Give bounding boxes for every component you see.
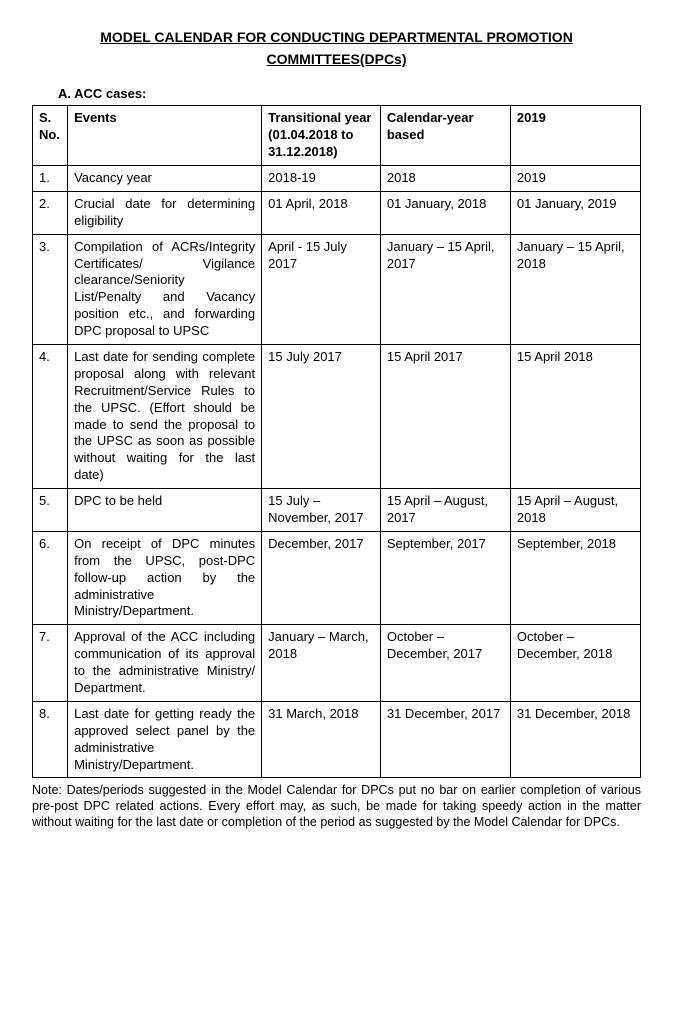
document-title-line1: MODEL CALENDAR FOR CONDUCTING DEPARTMENT…	[32, 28, 641, 46]
cell-trans: January – March, 2018	[262, 625, 381, 702]
table-row: 4. Last date for sending complete propos…	[33, 344, 641, 488]
cell-trans: 31 March, 2018	[262, 701, 381, 778]
cell-cal: 01 January, 2018	[380, 191, 510, 234]
cell-event: Approval of the ACC including communicat…	[68, 625, 262, 702]
cell-2019: 2019	[510, 165, 640, 191]
col-header-2019: 2019	[510, 106, 640, 166]
col-header-events: Events	[68, 106, 262, 166]
table-row: 1. Vacancy year 2018-19 2018 2019	[33, 165, 641, 191]
cell-trans: 15 July – November, 2017	[262, 489, 381, 532]
table-row: 6. On receipt of DPC minutes from the UP…	[33, 531, 641, 624]
cell-cal: January – 15 April, 2017	[380, 234, 510, 344]
cell-trans: 15 July 2017	[262, 344, 381, 488]
cell-sno: 8.	[33, 701, 68, 778]
cell-sno: 3.	[33, 234, 68, 344]
cell-2019: 15 April – August, 2018	[510, 489, 640, 532]
cell-cal: 31 December, 2017	[380, 701, 510, 778]
footnote: Note: Dates/periods suggested in the Mod…	[32, 782, 641, 830]
cell-sno: 5.	[33, 489, 68, 532]
cell-cal: 15 April – August, 2017	[380, 489, 510, 532]
col-header-sno: S. No.	[33, 106, 68, 166]
cell-2019: 01 January, 2019	[510, 191, 640, 234]
cell-event: Compilation of ACRs/Integrity Certificat…	[68, 234, 262, 344]
cell-event: On receipt of DPC minutes from the UPSC,…	[68, 531, 262, 624]
cell-sno: 4.	[33, 344, 68, 488]
cell-event: Vacancy year	[68, 165, 262, 191]
cell-2019: September, 2018	[510, 531, 640, 624]
cell-2019: October – December, 2018	[510, 625, 640, 702]
table-row: 7. Approval of the ACC including communi…	[33, 625, 641, 702]
cell-sno: 1.	[33, 165, 68, 191]
cell-trans: 2018-19	[262, 165, 381, 191]
cell-2019: 15 April 2018	[510, 344, 640, 488]
table-row: 3. Compilation of ACRs/Integrity Certifi…	[33, 234, 641, 344]
table-header-row: S. No. Events Transitional year (01.04.2…	[33, 106, 641, 166]
cell-event: Crucial date for determining eligibility	[68, 191, 262, 234]
col-header-transitional: Transitional year (01.04.2018 to 31.12.2…	[262, 106, 381, 166]
col-header-calendar: Calendar-year based	[380, 106, 510, 166]
dpc-table: S. No. Events Transitional year (01.04.2…	[32, 105, 641, 778]
cell-sno: 6.	[33, 531, 68, 624]
cell-trans: December, 2017	[262, 531, 381, 624]
cell-event: Last date for sending complete proposal …	[68, 344, 262, 488]
cell-trans: 01 April, 2018	[262, 191, 381, 234]
table-row: 8. Last date for getting ready the appro…	[33, 701, 641, 778]
cell-sno: 2.	[33, 191, 68, 234]
cell-cal: 2018	[380, 165, 510, 191]
cell-event: Last date for getting ready the approved…	[68, 701, 262, 778]
cell-cal: October – December, 2017	[380, 625, 510, 702]
cell-2019: January – 15 April, 2018	[510, 234, 640, 344]
cell-sno: 7.	[33, 625, 68, 702]
cell-2019: 31 December, 2018	[510, 701, 640, 778]
document-title-line2: COMMITTEES(DPCs)	[32, 50, 641, 68]
cell-trans: April - 15 July 2017	[262, 234, 381, 344]
table-row: 2. Crucial date for determining eligibil…	[33, 191, 641, 234]
cell-event: DPC to be held	[68, 489, 262, 532]
cell-cal: 15 April 2017	[380, 344, 510, 488]
table-row: 5. DPC to be held 15 July – November, 20…	[33, 489, 641, 532]
section-label-acc: A. ACC cases:	[58, 86, 641, 103]
cell-cal: September, 2017	[380, 531, 510, 624]
